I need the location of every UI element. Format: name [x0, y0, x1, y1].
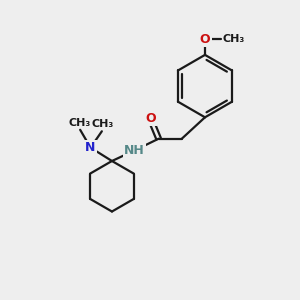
Text: CH₃: CH₃ [68, 118, 91, 128]
Text: O: O [145, 112, 156, 125]
Text: NH: NH [124, 144, 145, 157]
Text: O: O [200, 33, 210, 46]
Text: CH₃: CH₃ [91, 119, 114, 129]
Text: CH₃: CH₃ [223, 34, 245, 44]
Text: N: N [85, 141, 96, 154]
